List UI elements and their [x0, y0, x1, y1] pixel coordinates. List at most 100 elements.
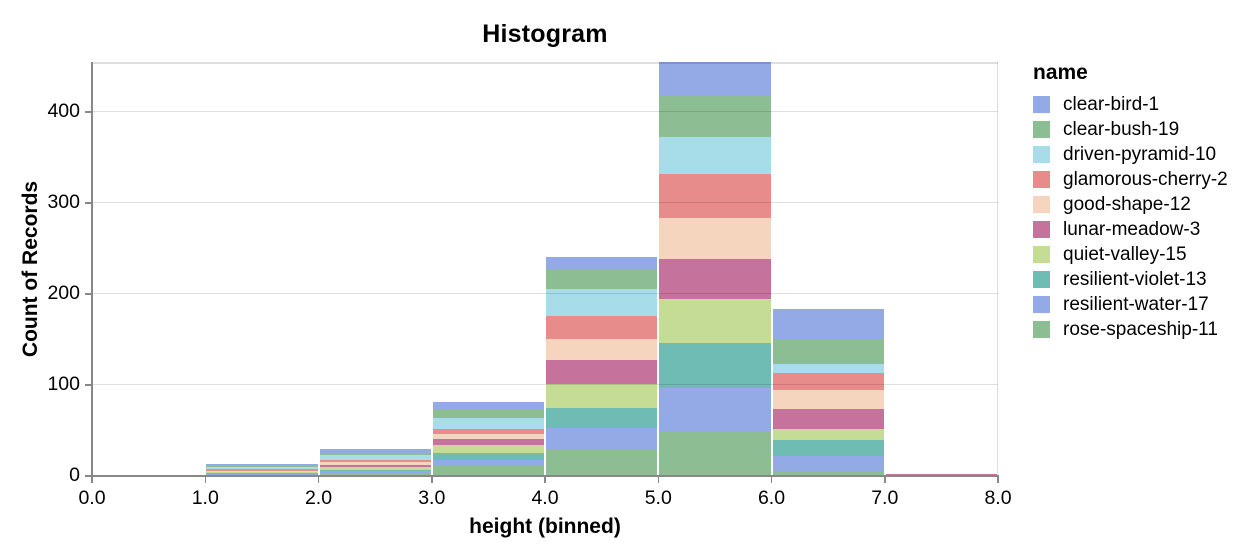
- bar-segment-rose-spaceship-11: [546, 449, 658, 476]
- x-tick-3.0: [431, 477, 433, 483]
- y-tick-label: 100: [47, 373, 80, 395]
- bar-segment-clear-bush-19: [659, 95, 771, 137]
- x-tick-label: 1.0: [191, 487, 219, 509]
- bar-segment-glamorous-cherry-2: [546, 315, 658, 339]
- y-tick-100: [85, 384, 92, 386]
- legend-item-quiet-valley-15: quiet-valley-15: [1033, 244, 1228, 265]
- x-axis-title: height (binned): [469, 515, 621, 538]
- y-tick-label: 200: [47, 282, 80, 305]
- bar-segment-quiet-valley-15: [206, 472, 318, 474]
- legend-item-glamorous-cherry-2: glamorous-cherry-2: [1033, 168, 1228, 190]
- bar-segment-lunar-meadow-3: [885, 474, 997, 476]
- y-tick-400: [85, 111, 92, 113]
- bar-segment-glamorous-cherry-2: [206, 468, 318, 471]
- legend-item-driven-pyramid-10: driven-pyramid-10: [1033, 143, 1228, 165]
- bar-segment-driven-pyramid-10: [432, 417, 544, 429]
- legend-item-good-shape-12: good-shape-12: [1033, 193, 1228, 215]
- bar-segment-lunar-meadow-3: [432, 438, 544, 446]
- bar-segment-glamorous-cherry-2: [319, 459, 431, 463]
- plot-top-border: [92, 62, 998, 64]
- gridline-200: [92, 292, 998, 295]
- legend-swatch-icon: [1033, 296, 1050, 313]
- y-tick-0: [85, 475, 92, 477]
- bar-segment-resilient-violet-13: [319, 469, 431, 472]
- bar-segment-glamorous-cherry-2: [432, 428, 544, 435]
- legend-swatch-icon: [1033, 96, 1050, 113]
- y-axis-line: [91, 62, 93, 476]
- bar-segment-lunar-meadow-3: [659, 259, 771, 299]
- bar-segment-glamorous-cherry-2: [772, 373, 884, 390]
- legend-swatch-icon: [1033, 146, 1050, 163]
- bar-segment-driven-pyramid-10: [659, 136, 771, 174]
- x-tick-2.0: [317, 477, 320, 483]
- bar-segment-rose-spaceship-11: [432, 465, 544, 476]
- bar-segment-lunar-meadow-3: [319, 465, 431, 467]
- x-tick-label: 8.0: [984, 487, 1012, 509]
- bar-segment-resilient-water-17: [772, 456, 884, 471]
- legend-label: resilient-violet-13: [1063, 268, 1207, 290]
- bar-segment-resilient-violet-13: [206, 473, 318, 475]
- legend-items: clear-bird-1 clear-bush-19 driven-pyramid-…: [1033, 93, 1228, 340]
- legend-label: lunar-meadow-3: [1063, 218, 1201, 240]
- x-tick-label: 5.0: [644, 487, 672, 509]
- bar-segment-quiet-valley-15: [659, 298, 771, 344]
- bar-segment-driven-pyramid-10: [206, 466, 318, 469]
- x-tick-label: 6.0: [757, 487, 786, 509]
- plot-right-border: [996, 62, 998, 476]
- bar-segment-clear-bush-19: [432, 409, 544, 418]
- bar-segment-resilient-water-17: [432, 459, 544, 466]
- x-tick-label: 4.0: [531, 487, 559, 509]
- legend-label: good-shape-12: [1063, 193, 1191, 215]
- bar-segment-resilient-violet-13: [772, 439, 884, 456]
- bar-segment-driven-pyramid-10: [772, 364, 884, 374]
- x-tick-4.0: [544, 477, 546, 483]
- x-tick-1.0: [204, 477, 206, 483]
- legend-item-lunar-meadow-3: lunar-meadow-3: [1033, 218, 1228, 240]
- bar-segment-good-shape-12: [206, 470, 318, 472]
- bar-segment-rose-spaceship-11: [659, 432, 771, 476]
- bar-segment-lunar-meadow-3: [206, 471, 318, 473]
- bar-segment-good-shape-12: [432, 434, 544, 439]
- bar-segment-resilient-water-17: [206, 474, 318, 476]
- bar-segment-clear-bird-1: [546, 256, 658, 271]
- bar-segment-lunar-meadow-3: [546, 360, 658, 385]
- bar-segment-clear-bush-19: [206, 465, 318, 467]
- x-tick-0.0: [91, 477, 93, 483]
- y-axis-title: Count of Records: [19, 180, 42, 358]
- legend-item-clear-bush-19: clear-bush-19: [1033, 119, 1228, 140]
- legend-label: clear-bird-1: [1063, 93, 1160, 115]
- bar-segment-quiet-valley-15: [772, 428, 884, 440]
- bar-segment-lunar-meadow-3: [772, 408, 884, 429]
- legend-swatch-icon: [1033, 271, 1050, 288]
- legend-title: name: [1033, 61, 1088, 84]
- bar-segment-clear-bird-1: [319, 448, 431, 454]
- legend-label: driven-pyramid-10: [1063, 143, 1217, 165]
- bar-segment-clear-bush-19: [546, 270, 658, 290]
- legend-swatch-icon: [1033, 121, 1050, 138]
- bar-segment-clear-bird-1: [432, 402, 544, 410]
- bar-segment-glamorous-cherry-2: [659, 173, 771, 218]
- legend-label: rose-spaceship-11: [1063, 318, 1218, 340]
- bar-segment-resilient-violet-13: [546, 407, 658, 428]
- bar-segment-rose-spaceship-11: [772, 470, 884, 476]
- bar-segment-clear-bird-1: [659, 62, 771, 96]
- legend: name clear-bird-1 clear-bush-19 driven-pyr…: [1033, 61, 1228, 346]
- x-tick-label: 3.0: [418, 487, 446, 509]
- x-tick-7.0: [884, 477, 886, 483]
- bar-segment-resilient-violet-13: [659, 343, 771, 388]
- bar-segment-good-shape-12: [319, 462, 431, 466]
- legend-item-rose-spaceship-11: rose-spaceship-11: [1033, 318, 1228, 340]
- bar-segment-resilient-water-17: [546, 427, 658, 450]
- y-tick-300: [85, 202, 92, 204]
- x-tick-label: 0.0: [78, 487, 106, 509]
- y-tick-label: 400: [47, 100, 80, 123]
- chart-title: Histogram: [482, 20, 608, 48]
- legend-label: resilient-water-17: [1063, 293, 1209, 315]
- bar-segment-rose-spaceship-11: [319, 473, 431, 476]
- bar-segment-clear-bush-19: [319, 453, 431, 456]
- legend-label: glamorous-cherry-2: [1063, 168, 1228, 190]
- x-tick-label: 2.0: [304, 487, 333, 509]
- bar-segment-quiet-valley-15: [319, 466, 431, 470]
- legend-item-clear-bird-1: clear-bird-1: [1033, 93, 1228, 115]
